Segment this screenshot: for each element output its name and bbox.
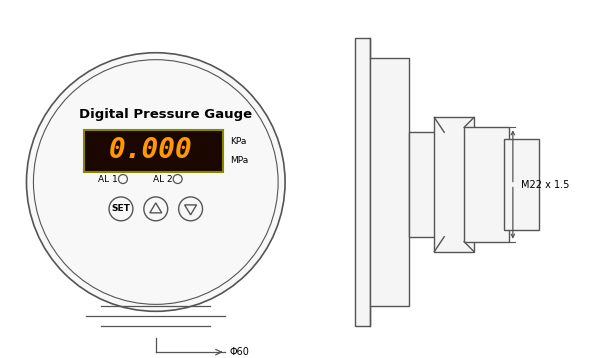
Bar: [409, 132, 444, 237]
Text: 0.000: 0.000: [109, 136, 193, 164]
Bar: [370, 58, 409, 306]
Bar: [504, 139, 539, 230]
Bar: [84, 130, 223, 172]
Text: MPa: MPa: [230, 156, 248, 165]
Text: AL 2: AL 2: [153, 175, 173, 184]
Text: KPa: KPa: [230, 137, 247, 146]
Circle shape: [26, 53, 285, 311]
Text: Digital Pressure Gauge: Digital Pressure Gauge: [79, 108, 252, 121]
Text: M22 x 1.5: M22 x 1.5: [521, 179, 569, 189]
Bar: [355, 38, 370, 326]
Text: SET: SET: [112, 204, 130, 213]
Bar: [434, 117, 474, 252]
Text: Φ60: Φ60: [229, 347, 249, 357]
Text: AL 1: AL 1: [98, 175, 118, 184]
Bar: [464, 127, 509, 242]
